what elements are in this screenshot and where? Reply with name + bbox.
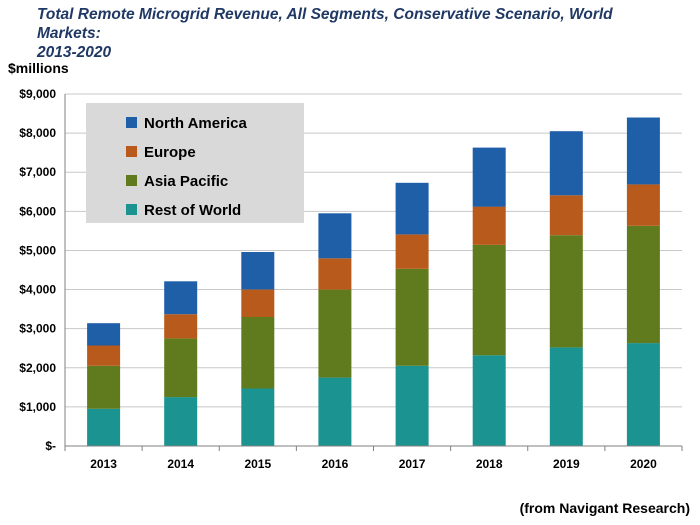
legend-label-europe: Europe (144, 144, 196, 161)
legend-swatch-north-america (126, 117, 137, 128)
legend-box (86, 103, 304, 223)
chart-title-line-1: Total Remote Microgrid Revenue, All Segm… (37, 6, 613, 42)
bar-2014-rest-of-world (164, 397, 198, 446)
bar-2016-rest-of-world (318, 377, 352, 446)
y-tick-label-2000: $2,000 (19, 361, 56, 375)
bar-2018-rest-of-world (472, 355, 506, 446)
chart-title-line-2: 2013-2020 (37, 44, 112, 61)
x-tick-label-2019: 2019 (553, 457, 580, 471)
x-tick-label-2017: 2017 (399, 457, 426, 471)
bar-2018-north-america (472, 147, 506, 207)
bar-2019-north-america (549, 131, 583, 196)
bar-2018-europe (472, 206, 506, 245)
bar-2019-europe (549, 195, 583, 236)
legend-label-asia-pacific: Asia Pacific (144, 173, 228, 190)
legend-label-rest-of-world: Rest of World (144, 202, 241, 219)
bar-2015-europe (241, 289, 275, 317)
legend: North America Europe Asia Pacific Rest of W… (86, 103, 304, 223)
x-tick-label-2018: 2018 (476, 457, 503, 471)
source-note: (from Navigant Research) (519, 500, 690, 516)
y-tick-label-0: $- (45, 439, 56, 453)
x-tick-labels: 2013 2014 2015 2016 2017 2018 2019 2020 (90, 457, 657, 471)
legend-label-north-america: North America (144, 115, 247, 132)
bar-2020-asia-pacific (626, 225, 660, 344)
y-tick-labels: $- $1,000 $2,000 $3,000 $4,000 $5,000 $6,000 $7… (19, 87, 56, 453)
y-tick-label-5000: $5,000 (19, 243, 56, 257)
y-tick-label-6000: $6,000 (19, 204, 56, 218)
bar-2017-north-america (395, 182, 429, 235)
bar-2016-europe (318, 258, 352, 290)
bar-2019-rest-of-world (549, 347, 583, 446)
bar-2017-europe (395, 234, 429, 269)
bar-2013-rest-of-world (87, 408, 121, 446)
y-tick-label-7000: $7,000 (19, 165, 56, 179)
bar-2016-asia-pacific (318, 289, 352, 378)
legend-swatch-asia-pacific (126, 175, 137, 186)
bar-2015-rest-of-world (241, 388, 275, 446)
x-tick-label-2016: 2016 (322, 457, 349, 471)
bar-2016-north-america (318, 213, 352, 259)
bar-2013-asia-pacific (87, 365, 121, 409)
bar-2018-asia-pacific (472, 245, 506, 356)
x-tick-label-2020: 2020 (630, 457, 657, 471)
bar-2013-north-america (87, 323, 121, 346)
x-tick-label-2013: 2013 (90, 457, 117, 471)
bar-2014-asia-pacific (164, 338, 198, 398)
bar-2020-north-america (626, 117, 660, 185)
legend-swatch-europe (126, 146, 137, 157)
bar-2015-north-america (241, 252, 275, 290)
y-tick-label-1000: $1,000 (19, 400, 56, 414)
bar-2019-asia-pacific (549, 235, 583, 348)
bar-2015-asia-pacific (241, 316, 275, 389)
bar-2014-europe (164, 314, 198, 339)
y-tick-label-9000: $9,000 (19, 87, 56, 101)
axes (64, 94, 683, 451)
bar-2017-asia-pacific (395, 268, 429, 366)
bar-2013-europe (87, 345, 121, 366)
legend-swatch-rest-of-world (126, 204, 137, 215)
bar-2017-rest-of-world (395, 365, 429, 446)
bar-2020-rest-of-world (626, 343, 660, 446)
y-axis-unit-label: $millions (8, 60, 69, 76)
y-tick-label-8000: $8,000 (19, 126, 56, 140)
bars (87, 117, 660, 446)
bar-2014-north-america (164, 281, 198, 315)
bar-2020-europe (626, 184, 660, 226)
x-tick-label-2014: 2014 (167, 457, 194, 471)
chart-title: Total Remote Microgrid Revenue, All Segm… (37, 5, 677, 62)
y-tick-label-4000: $4,000 (19, 283, 56, 297)
y-tick-label-3000: $3,000 (19, 322, 56, 336)
x-tick-label-2015: 2015 (244, 457, 271, 471)
